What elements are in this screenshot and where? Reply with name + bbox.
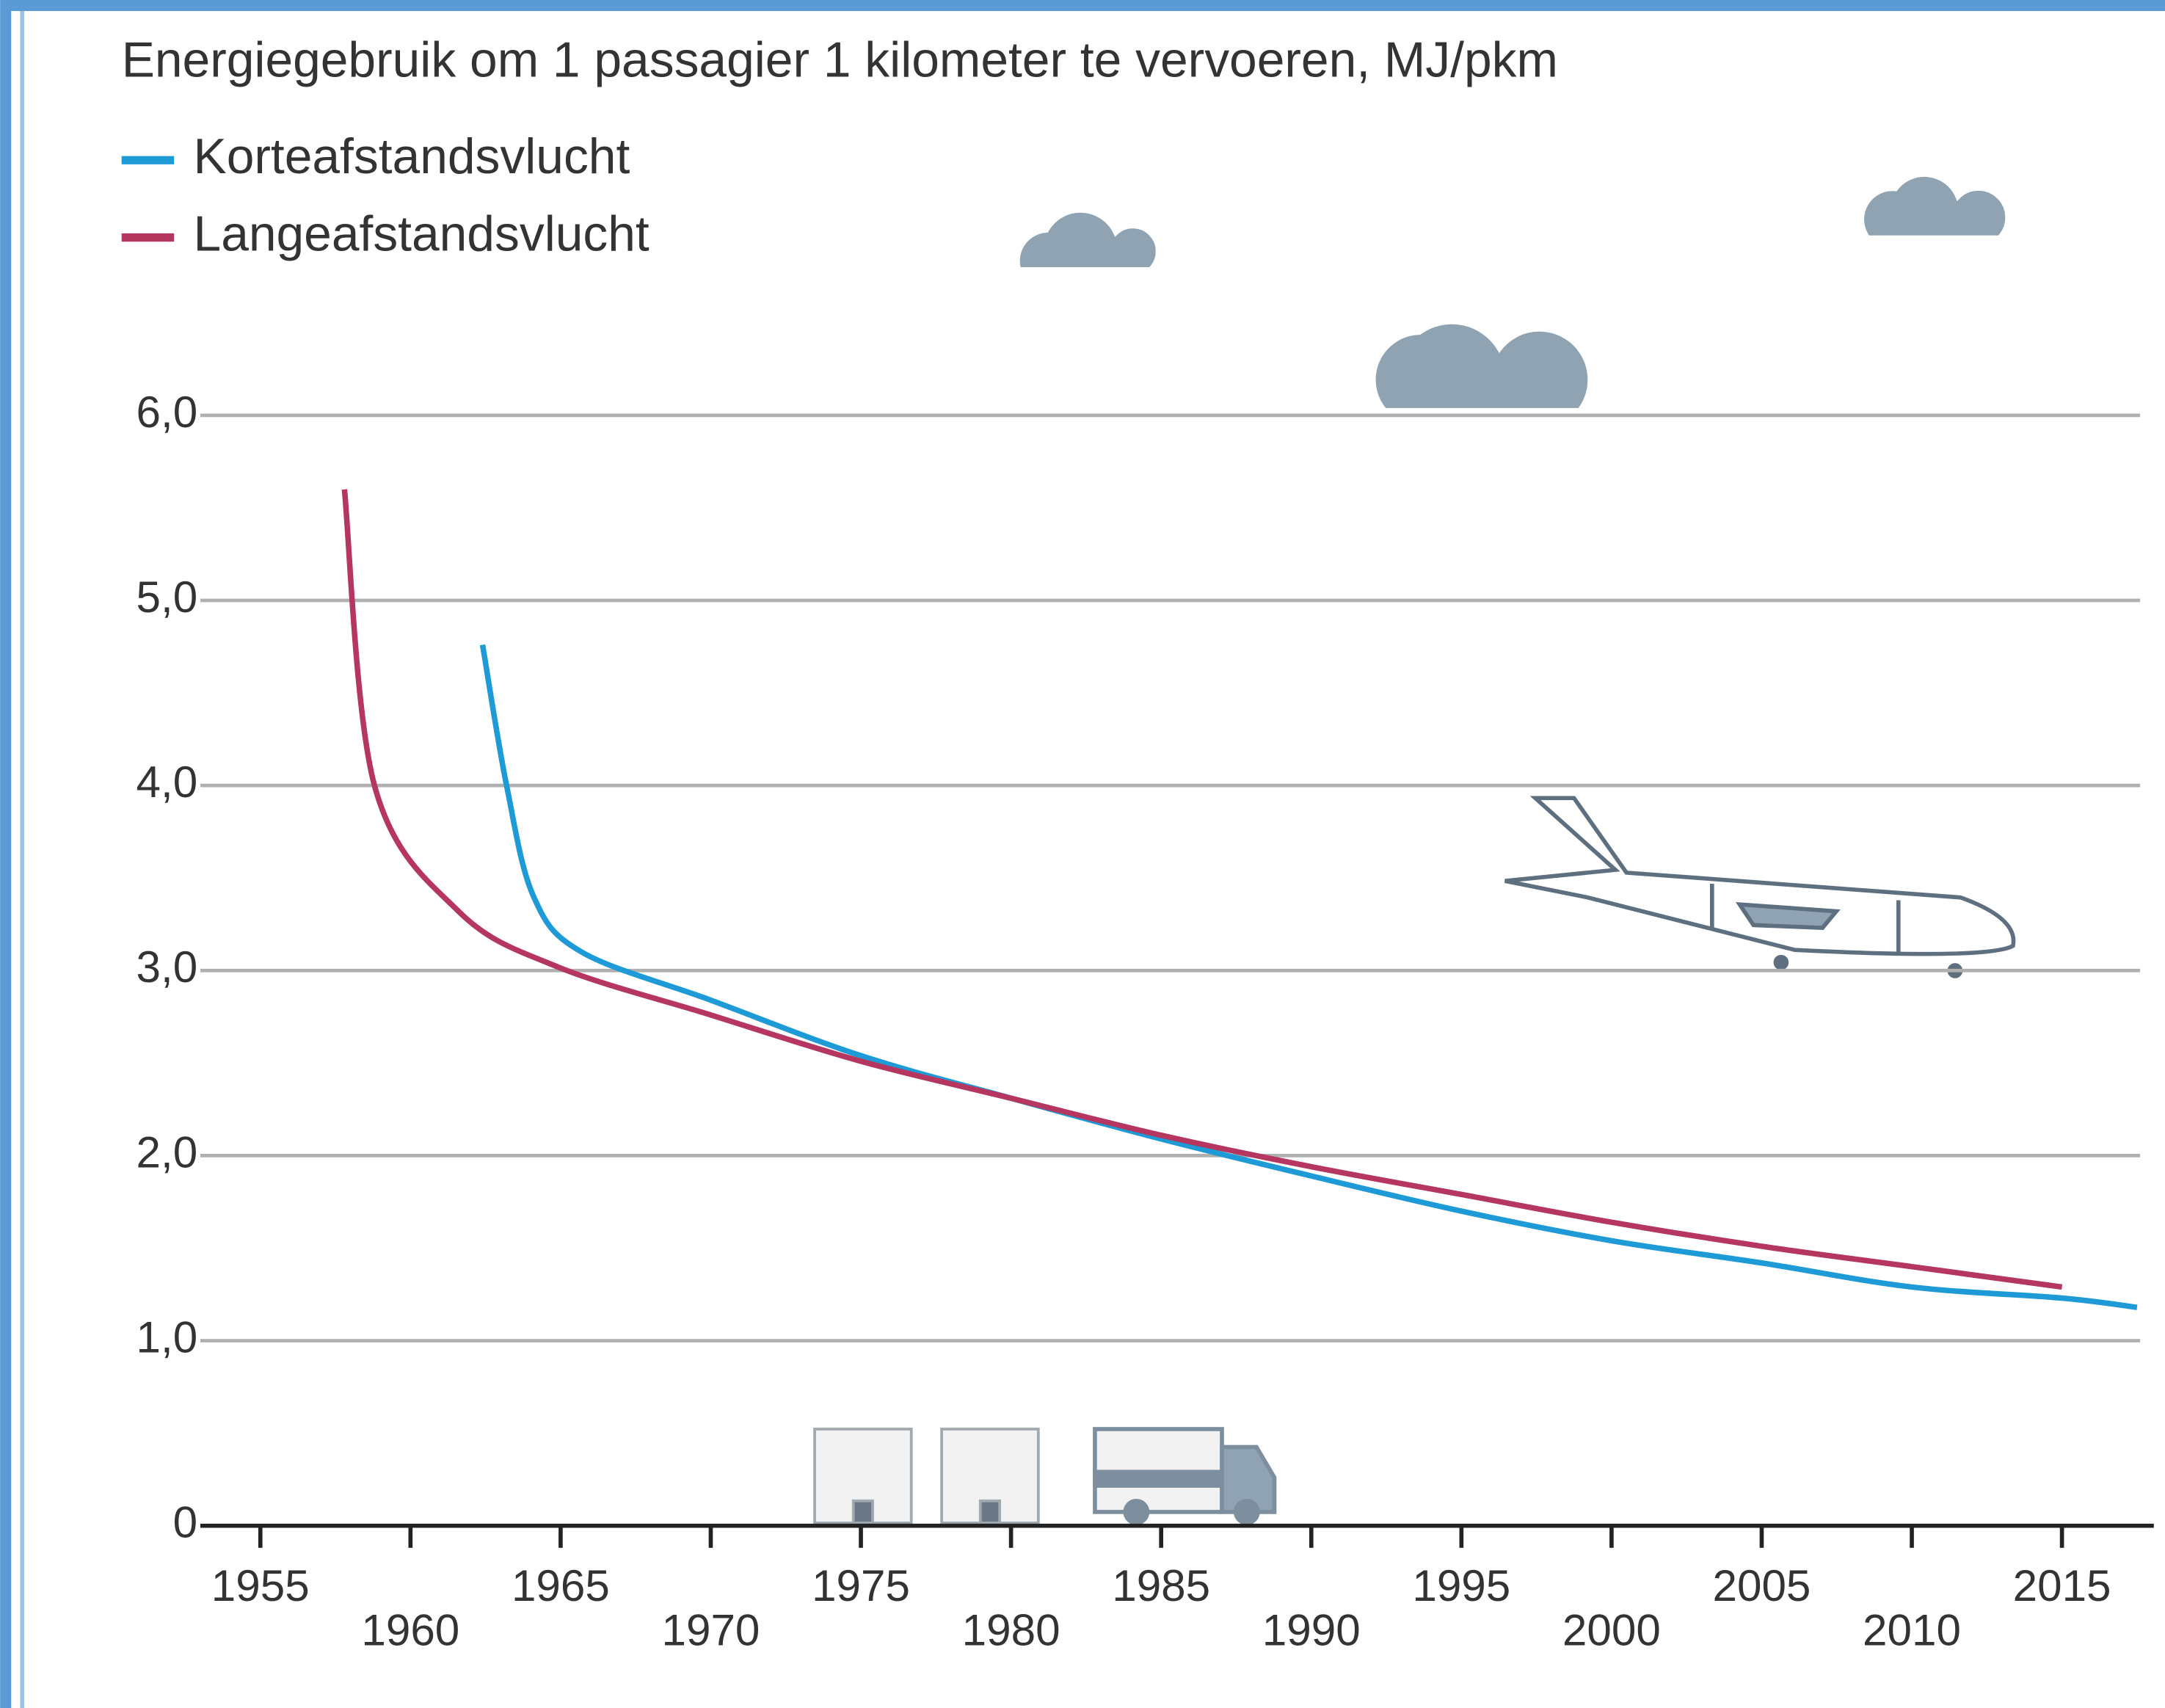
buildings [815, 1429, 1038, 1523]
x-tick-label: 2010 [1863, 1605, 1961, 1654]
legend-label: Korteafstandsvlucht [194, 129, 630, 184]
x-tick-label: 2015 [2013, 1561, 2111, 1610]
chart-title: Energiegebruik om 1 passagier 1 kilomete… [122, 32, 1558, 87]
x-tick-label: 1970 [662, 1605, 760, 1654]
x-tick-label: 2005 [1713, 1561, 1811, 1610]
y-tick-label: 3,0 [137, 942, 198, 992]
x-tick-label: 1960 [361, 1605, 459, 1654]
y-tick-label: 4,0 [137, 757, 198, 807]
airplane [1505, 798, 2014, 976]
y-tick-label: 0 [173, 1498, 197, 1547]
x-tick-label: 1990 [1262, 1605, 1361, 1654]
x-tick-label: 1995 [1412, 1561, 1510, 1610]
chart: Energiegebruik om 1 passagier 1 kilomete… [0, 0, 2165, 1708]
x-tick-label: 1955 [211, 1561, 310, 1610]
y-tick-label: 5,0 [137, 573, 198, 622]
x-tick-label: 1985 [1112, 1561, 1210, 1610]
series-line [483, 645, 2137, 1308]
legend-label: Langeafstandsvlucht [194, 206, 650, 261]
y-tick-label: 1,0 [137, 1312, 198, 1362]
page: {"chart_data": {"type": "line", "title":… [0, 0, 2165, 1708]
x-tick-label: 1980 [962, 1605, 1060, 1654]
x-tick-label: 2000 [1562, 1605, 1661, 1654]
truck [1095, 1429, 1275, 1523]
y-tick-label: 6,0 [137, 388, 198, 437]
x-tick-label: 1975 [812, 1561, 910, 1610]
x-tick-label: 1965 [512, 1561, 610, 1610]
clouds [1018, 175, 2007, 410]
y-tick-label: 2,0 [137, 1127, 198, 1177]
